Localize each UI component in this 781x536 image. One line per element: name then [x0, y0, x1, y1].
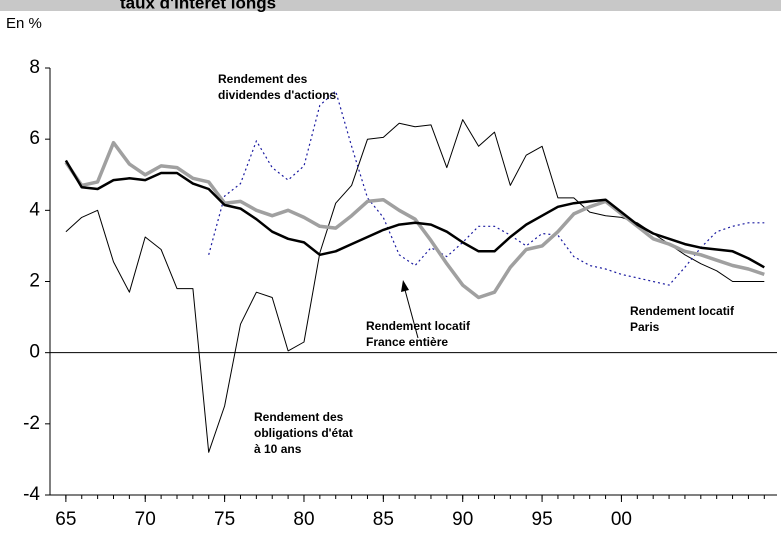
y-axis-label: En % — [6, 15, 42, 32]
x-tick-label: 70 — [135, 509, 156, 530]
x-tick-label: 90 — [452, 509, 473, 530]
x-tick-label: 65 — [55, 509, 76, 530]
x-tick-label: 75 — [214, 509, 235, 530]
annotation-line: Rendement des — [218, 72, 308, 86]
title-bar — [0, 0, 781, 11]
series-line — [64, 159, 765, 269]
annotation-arrow — [404, 289, 419, 339]
annotation-line: obligations d'état — [254, 426, 353, 440]
annotation: Rendement des obligations d'état à 10 ans — [254, 410, 353, 456]
y-tick-label: 2 — [29, 271, 40, 292]
series-line — [208, 90, 765, 286]
y-tick-label: 0 — [29, 342, 40, 363]
series-line — [64, 140, 765, 300]
chart-title: taux d'intérêt longs — [120, 0, 276, 12]
y-tick-label: -4 — [23, 484, 40, 505]
annotation-line: Rendement locatif — [366, 319, 471, 333]
annotation-line: dividendes d'actions — [218, 88, 337, 102]
x-tick-label: 00 — [611, 509, 632, 530]
annotation-line: Rendement des — [254, 410, 344, 424]
annotation: Rendement des dividendes d'actions — [218, 72, 337, 102]
x-tick-label: 95 — [532, 509, 553, 530]
y-tick-label: 4 — [29, 199, 40, 220]
x-tick-label: 80 — [293, 509, 314, 530]
annotation: Rendement locatif France entière — [366, 319, 471, 349]
x-tick-label: 85 — [373, 509, 394, 530]
y-tick-label: -2 — [23, 413, 40, 434]
series-line — [65, 119, 765, 453]
annotation-line: à 10 ans — [254, 442, 302, 456]
annotation-line: Rendement locatif — [630, 304, 735, 318]
y-tick-label: 8 — [29, 57, 40, 78]
y-tick-label: 6 — [29, 128, 40, 149]
annotation: Rendement locatif Paris — [630, 304, 735, 334]
annotation-line: France entière — [366, 335, 448, 349]
annotation-line: Paris — [630, 320, 660, 334]
arrow-head — [401, 280, 409, 292]
